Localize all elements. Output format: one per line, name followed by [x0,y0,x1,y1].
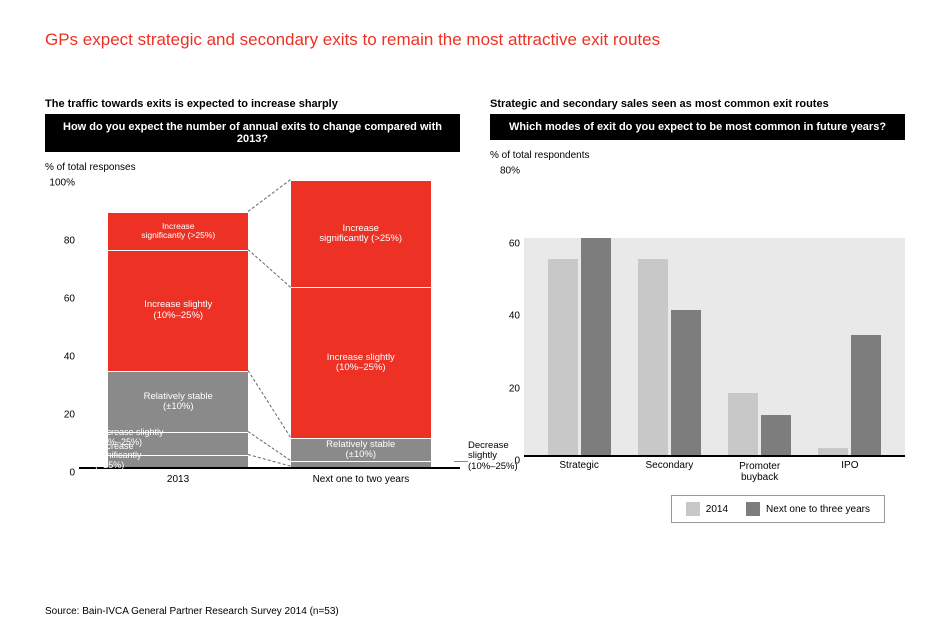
segment-label: Increasesignificantly (>25%) [141,222,215,241]
ytick-label: 20 [45,410,75,421]
right-chart-subtitle: Strategic and secondary sales seen as mo… [490,98,905,110]
source-note: Source: Bain-IVCA General Partner Resear… [45,606,339,617]
stacked-segment: Increasesignificantly (>25%) [108,212,248,250]
x-category-label: 2013 [167,474,189,485]
ytick-label: 0 [490,456,520,467]
x-category-label: Strategic [559,460,598,471]
legend-label: 2014 [706,504,728,515]
bar [671,310,701,455]
stacked-segment: Relatively stable(±10%) [108,371,248,432]
legend-swatch [686,502,700,516]
x-category-label: Secondary [645,460,693,471]
bar-group: Strategic [548,238,611,456]
left-chart-panel: The traffic towards exits is expected to… [45,98,460,523]
segment-label: Relatively stable(±10%) [326,440,395,461]
bar [548,259,578,455]
ytick-label: 60 [45,294,75,305]
stacked-bar: Relatively stable(±10%) Increase slightly… [291,179,431,467]
stacked-segment: Increase slightly(10%–25%) [108,250,248,372]
x-category-label: IPO [841,460,858,471]
segment-label: Increase slightly(10%–25%) [327,353,395,374]
stacked-segment: Relatively stable(±10%) [291,438,431,461]
bar [581,238,611,456]
stacked-bar: Relatively stable(±10%) Increase slightly… [108,179,248,467]
left-chart-question: How do you expect the number of annual e… [45,114,460,152]
segment-label: Relatively stable(±10%) [144,392,213,413]
left-chart-subtitle: The traffic towards exits is expected to… [45,98,460,110]
stacked-segment: Increase slightly(10%–25%) [291,287,431,438]
page-title: GPs expect strategic and secondary exits… [45,30,905,50]
right-chart-panel: Strategic and secondary sales seen as mo… [490,98,905,523]
legend-item-next: Next one to three years [746,502,870,516]
bar-group: IPO [818,335,881,455]
bar [761,415,791,455]
segment-label: Increase slightly(10%–25%) [144,300,212,321]
right-chart-legend: 2014 Next one to three years [671,495,885,523]
stacked-segment: Increasesignificantly (>25%) [291,180,431,287]
segment-label: Increasesignificantly (>25%) [319,224,402,245]
x-category-label: Promoter buyback [725,461,795,483]
charts-row: The traffic towards exits is expected to… [45,98,905,523]
legend-swatch [746,502,760,516]
bar [728,393,758,455]
ytick-label: 60 [490,238,520,249]
right-chart-axis-label: % of total respondents [490,150,905,161]
left-chart-axis-label: % of total responses [45,162,460,173]
right-chart-plot: 020406080%StrategicSecondaryPromoter buy… [524,167,905,457]
stacked-segment [291,461,431,467]
ytick-label: 0 [45,468,75,479]
right-chart-question: Which modes of exit do you expect to be … [490,114,905,140]
legend-label: Next one to three years [766,504,870,515]
ytick-label: 40 [490,311,520,322]
stacked-segment [108,455,248,467]
ytick-label: 80% [490,166,520,177]
bar [638,259,668,455]
bar-group: Promoter buyback [728,393,791,455]
left-chart-plot: 020406080100%Relatively stable(±10%)Incr… [79,179,460,469]
stacked-segment [108,432,248,455]
x-category-label: Next one to two years [313,474,410,485]
legend-item-2014: 2014 [686,502,728,516]
bar [851,335,881,455]
bar [818,448,848,455]
bar-group: Secondary [638,259,701,455]
ytick-label: 40 [45,352,75,363]
ytick-label: 80 [45,236,75,247]
ytick-label: 100% [45,178,75,189]
ytick-label: 20 [490,383,520,394]
